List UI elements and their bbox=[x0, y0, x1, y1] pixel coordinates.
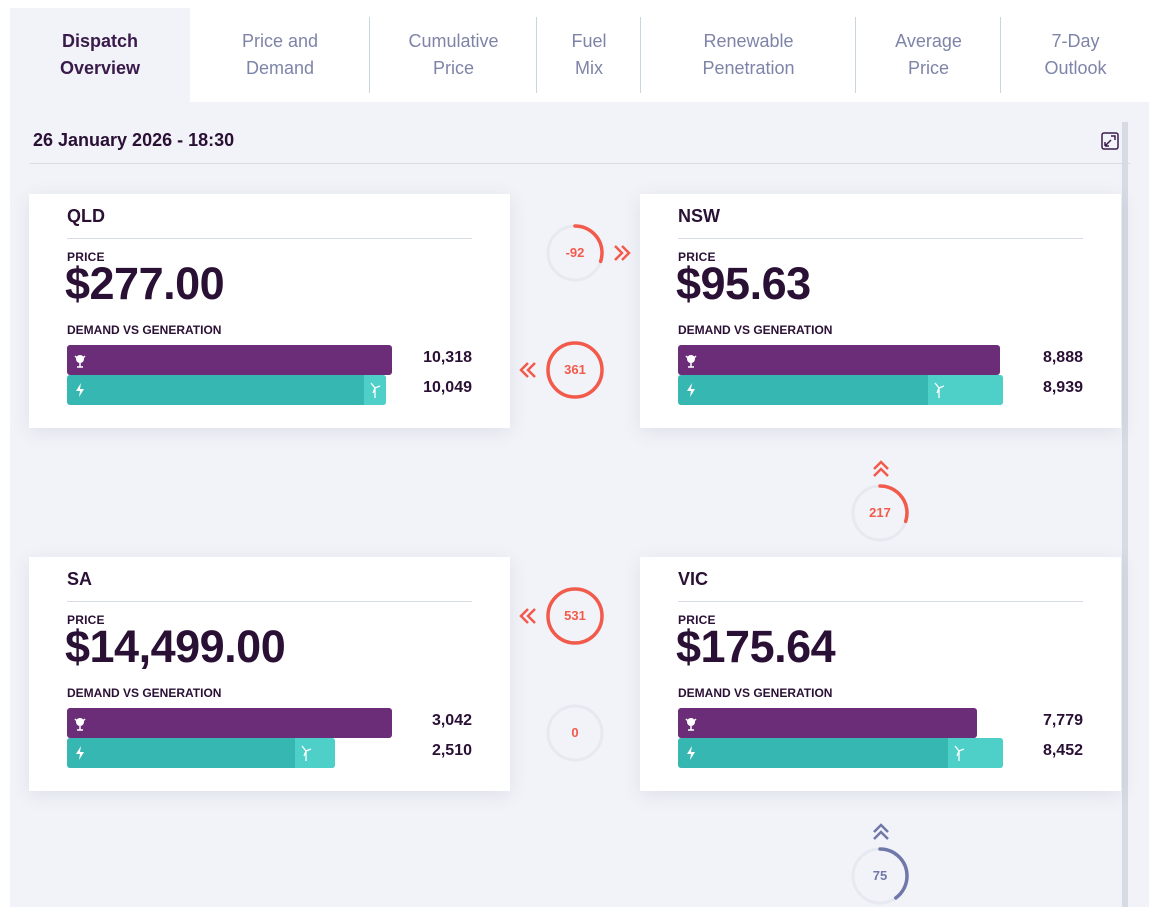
region-card-qld[interactable]: QLD PRICE $277.00 DEMAND VS GENERATION 1… bbox=[29, 194, 510, 428]
region-card-nsw[interactable]: NSW PRICE $95.63 DEMAND VS GENERATION 8,… bbox=[640, 194, 1121, 428]
dispatch-datetime: 26 January 2026 - 18:30 bbox=[33, 130, 235, 150]
flow-ring bbox=[851, 847, 909, 905]
interconnector-nsw-qld[interactable]: 361 bbox=[545, 340, 605, 400]
price-label: PRICE bbox=[67, 250, 105, 264]
flow-ring bbox=[546, 224, 604, 282]
divider bbox=[67, 601, 472, 602]
flow-value: 75 bbox=[872, 868, 888, 883]
tab-average-price[interactable]: Average Price bbox=[856, 8, 1001, 102]
interconnector-qld-nsw[interactable]: -92 bbox=[545, 223, 605, 283]
tab-fuel-mix[interactable]: Fuel Mix bbox=[537, 8, 641, 102]
dispatch-overview-panel: 26 January 2026 - 18:30 QLD PRICE $277.0… bbox=[10, 102, 1149, 907]
lightning-icon bbox=[76, 746, 84, 760]
demand-bar bbox=[678, 345, 1000, 375]
wind-turbine-icon bbox=[370, 382, 381, 398]
flow-ring-track bbox=[546, 704, 604, 762]
price-value: $14,499.00 bbox=[65, 621, 286, 672]
tab-cumulative-price[interactable]: Cumulative Price bbox=[370, 8, 537, 102]
generation-bar bbox=[678, 375, 1003, 405]
divider bbox=[678, 601, 1083, 602]
tab-dispatch-overview[interactable]: Dispatch Overview bbox=[10, 8, 190, 102]
flow-ring-arc bbox=[546, 341, 604, 399]
demand-vs-generation-label: DEMAND VS GENERATION bbox=[678, 686, 833, 700]
chevron-left-icon bbox=[519, 362, 536, 378]
demand-bar bbox=[67, 708, 392, 738]
flow-ring-arc bbox=[546, 224, 604, 282]
lightning-icon bbox=[687, 746, 695, 760]
flow-ring bbox=[546, 704, 604, 762]
region-card-vic[interactable]: VIC PRICE $175.64 DEMAND VS GENERATION 7… bbox=[640, 557, 1121, 791]
chevron-up-icon bbox=[873, 460, 889, 477]
demand-icon bbox=[74, 355, 86, 368]
flow-ring bbox=[546, 587, 604, 645]
region-card-sa[interactable]: SA PRICE $14,499.00 DEMAND VS GENERATION… bbox=[29, 557, 510, 791]
divider bbox=[678, 238, 1083, 239]
flow-ring-arc bbox=[851, 847, 909, 905]
price-label: PRICE bbox=[67, 613, 105, 627]
panel-header: 26 January 2026 - 18:30 bbox=[30, 102, 1130, 164]
demand-vs-generation-label: DEMAND VS GENERATION bbox=[67, 323, 222, 337]
demand-value: 10,318 bbox=[423, 349, 472, 366]
region-name: VIC bbox=[678, 569, 709, 589]
price-value: $175.64 bbox=[676, 621, 836, 672]
wind-turbine-icon bbox=[954, 745, 965, 761]
demand-value: 8,888 bbox=[1042, 349, 1083, 366]
generation-bar bbox=[678, 738, 1003, 768]
interconnector-vic-sa[interactable]: 531 bbox=[545, 586, 605, 646]
flow-ring bbox=[851, 484, 909, 542]
generation-value: 2,510 bbox=[431, 742, 472, 759]
lightning-icon bbox=[76, 383, 84, 397]
wind-turbine-icon bbox=[934, 382, 945, 398]
tab-7-day-outlook[interactable]: 7-Day Outlook bbox=[1044, 31, 1107, 78]
interconnector-vic-tas[interactable]: 75 bbox=[850, 846, 910, 906]
demand-icon bbox=[685, 718, 697, 731]
renewable-segment bbox=[948, 738, 1003, 768]
tab-renewable-penetration[interactable]: Renewable Penetration bbox=[641, 8, 856, 102]
flow-value: -92 bbox=[565, 245, 585, 260]
chevron-right-icon bbox=[614, 245, 631, 261]
price-value: $277.00 bbox=[65, 258, 225, 309]
generation-bar bbox=[67, 738, 335, 768]
generation-value: 8,939 bbox=[1042, 379, 1083, 396]
divider bbox=[67, 238, 472, 239]
region-name: NSW bbox=[678, 206, 720, 226]
chevron-up-icon bbox=[873, 823, 889, 840]
flow-value: 361 bbox=[564, 362, 586, 377]
lightning-icon bbox=[687, 383, 695, 397]
wind-turbine-icon bbox=[301, 745, 312, 761]
demand-vs-generation-label: DEMAND VS GENERATION bbox=[67, 686, 222, 700]
price-value: $95.63 bbox=[676, 258, 811, 309]
demand-bar bbox=[678, 708, 977, 738]
renewable-segment bbox=[295, 738, 335, 768]
scrollbar[interactable] bbox=[1122, 122, 1128, 907]
price-label: PRICE bbox=[678, 613, 716, 627]
demand-value: 3,042 bbox=[431, 712, 472, 729]
interconnector-nsw-vic[interactable]: 217 bbox=[850, 483, 910, 543]
renewable-segment bbox=[928, 375, 1003, 405]
demand-icon bbox=[74, 718, 86, 731]
tab-price-and-demand[interactable]: Price and Demand bbox=[190, 8, 370, 102]
generation-value: 10,049 bbox=[423, 379, 472, 396]
flow-ring-arc bbox=[851, 484, 909, 542]
region-name: SA bbox=[67, 569, 93, 589]
flow-value: 531 bbox=[564, 608, 586, 623]
flow-value: 217 bbox=[869, 505, 891, 520]
demand-bar bbox=[67, 345, 392, 375]
expand-icon[interactable] bbox=[1101, 132, 1119, 150]
price-label: PRICE bbox=[678, 250, 716, 264]
region-name: QLD bbox=[67, 206, 105, 226]
generation-bar bbox=[67, 375, 386, 405]
renewable-segment bbox=[364, 375, 386, 405]
flow-ring bbox=[546, 341, 604, 399]
interconnector-sa-vic[interactable]: 0 bbox=[545, 703, 605, 763]
chevron-left-icon bbox=[519, 608, 536, 624]
flow-ring-arc bbox=[546, 587, 604, 645]
flow-value: 0 bbox=[571, 725, 579, 740]
tab-bar: Dispatch Overview Price and Demand Cumulat… bbox=[10, 8, 1150, 102]
demand-vs-generation-label: DEMAND VS GENERATION bbox=[678, 323, 833, 337]
demand-value: 7,779 bbox=[1042, 712, 1083, 729]
generation-value: 8,452 bbox=[1042, 742, 1083, 759]
demand-icon bbox=[685, 355, 697, 368]
